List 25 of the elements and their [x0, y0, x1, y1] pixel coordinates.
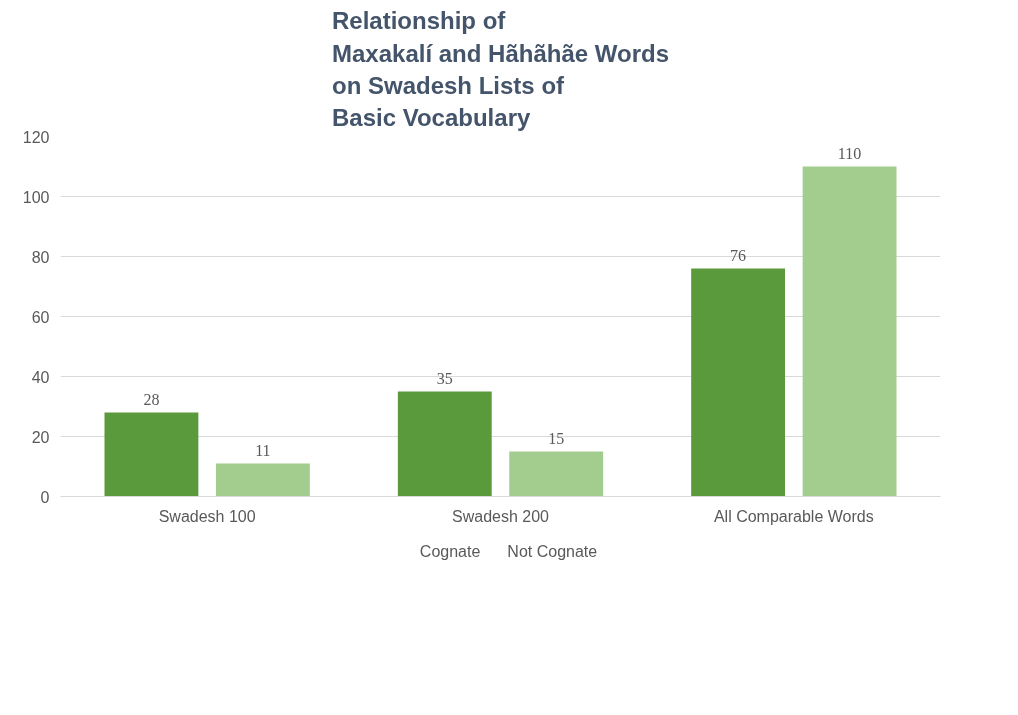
y-tick-label: 120 — [22, 128, 50, 146]
y-tick-label: 0 — [40, 488, 50, 506]
x-tick-label: Swadesh 100 — [158, 507, 256, 525]
y-tick-label: 20 — [31, 428, 50, 446]
data-label: 35 — [436, 369, 453, 387]
bar — [215, 463, 310, 497]
text: Not Cognate — [507, 543, 598, 561]
chart-title: Relationship of Maxakalí and Hãhãhãe Words on Swadesh Lists of Basic Vocabulary — [332, 7, 670, 132]
data-label: 11 — [255, 441, 271, 459]
data-label: 76 — [730, 246, 747, 264]
y-tick-label: 80 — [31, 248, 50, 266]
bar — [802, 166, 897, 497]
bar — [691, 268, 786, 497]
x-tick-label: Swadesh 200 — [452, 507, 550, 525]
y-tick-label: 100 — [22, 188, 50, 206]
bar — [104, 412, 199, 497]
data-label: 28 — [143, 390, 160, 408]
bar — [397, 391, 492, 497]
data-label: 110 — [837, 144, 862, 162]
data-label: 15 — [548, 429, 565, 447]
text: Cognate — [419, 543, 481, 561]
y-tick-label: 40 — [31, 368, 50, 386]
y-tick-label: 60 — [31, 308, 50, 326]
x-tick-label: All Comparable Words — [713, 507, 874, 525]
bar — [509, 451, 604, 497]
